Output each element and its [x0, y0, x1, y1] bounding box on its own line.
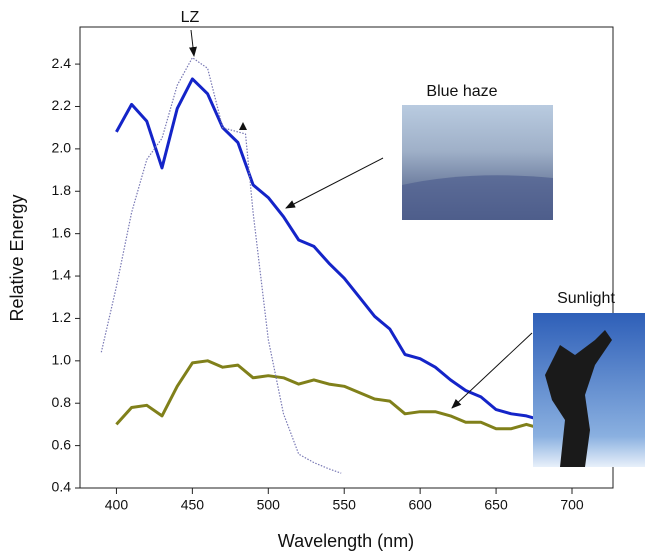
y-tick-label: 1.2 — [52, 309, 72, 325]
y-tick-label: 1.8 — [52, 182, 72, 198]
annotation: LZ — [181, 9, 200, 26]
x-tick-label: 450 — [181, 497, 205, 513]
y-tick-label: 1.4 — [52, 267, 72, 283]
annotation: Sunlight — [557, 290, 615, 307]
y-tick-label: 2.0 — [52, 140, 72, 156]
x-tick-label: 500 — [257, 497, 281, 513]
arrowhead — [239, 122, 247, 130]
line-series — [100, 57, 342, 474]
x-tick-label: 650 — [484, 497, 508, 513]
y-tick-label: 0.8 — [52, 394, 72, 410]
y-tick-label: 2.2 — [52, 97, 72, 113]
x-tick-label: 700 — [560, 497, 584, 513]
arrow — [188, 29, 197, 57]
y-tick-label: 1.6 — [52, 224, 72, 240]
plot-area: 0.4 0.6 0.8 1.0 1.2 1.4 1.6 1.8 2.0 2.2 2.4 400 450 5… — [52, 26, 614, 513]
statue — [545, 330, 612, 467]
y-axis-title: Relative Energy — [7, 194, 27, 321]
arrow — [451, 332, 533, 409]
annotation: Blue haze — [426, 83, 497, 100]
y-tick-label: 1.0 — [52, 352, 72, 368]
y-tick-label: 2.4 — [52, 55, 72, 71]
line-series — [115, 359, 543, 431]
x-tick-label: 600 — [408, 497, 432, 513]
y-tick-label: 0.4 — [52, 479, 72, 495]
haze-ridge — [402, 175, 553, 220]
line-series — [115, 77, 543, 422]
x-tick-label: 400 — [105, 497, 129, 513]
plot-frame — [79, 26, 614, 489]
y-tick-label: 0.6 — [52, 436, 72, 452]
x-tick-label: 550 — [333, 497, 357, 513]
arrow — [285, 157, 384, 209]
x-axis-title: Wavelength (nm) — [278, 531, 414, 551]
